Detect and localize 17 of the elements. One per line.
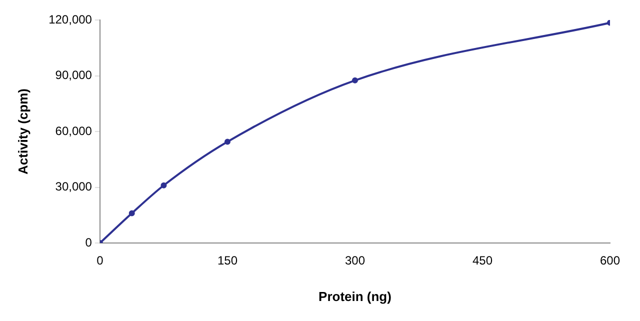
x-tick-label: 300: [344, 254, 366, 268]
x-tick-label: 450: [472, 254, 493, 268]
y-tick-label: 60,000: [55, 124, 92, 138]
point: [224, 138, 230, 145]
x-axis-title: Protein (ng): [318, 288, 392, 304]
line-series: [100, 20, 610, 243]
x-tick-label: 150: [217, 254, 238, 268]
x-tick-label: 600: [600, 254, 620, 268]
point: [128, 210, 135, 216]
y-tick-label: 0: [85, 235, 92, 250]
point: [160, 182, 167, 188]
y-tick-label: 90,000: [55, 68, 92, 82]
x-tick-label: 0: [96, 254, 104, 268]
y-tick-label: 30,000: [55, 180, 92, 194]
point: [352, 77, 358, 84]
y-tick-label: 120,000: [48, 12, 92, 26]
y-axis-title: Activity (cpm): [15, 88, 30, 174]
